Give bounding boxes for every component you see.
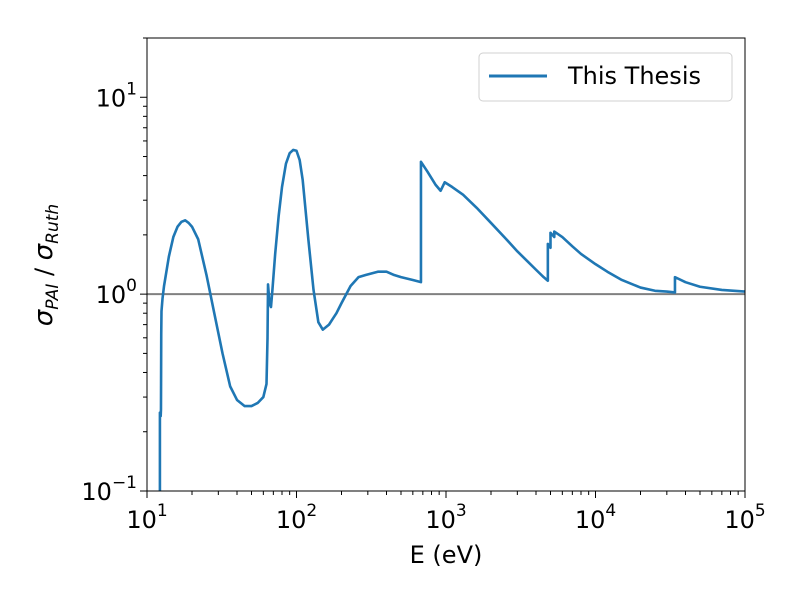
major-ticks bbox=[140, 96, 746, 498]
tick-labels: 101 102 103 104 105 10−1 100 101 bbox=[81, 79, 765, 534]
y-axis-label: σPAI / σRuth bbox=[29, 204, 63, 326]
legend-box bbox=[478, 52, 733, 102]
y-label-sub-pai: PAI bbox=[43, 284, 63, 310]
x-tick-label: 104 bbox=[575, 501, 616, 534]
x-tick-label: 103 bbox=[425, 501, 466, 534]
series-group bbox=[158, 148, 745, 491]
plot-area bbox=[147, 38, 745, 491]
x-tick-label: 102 bbox=[276, 501, 317, 534]
legend-label: This Thesis bbox=[567, 62, 701, 90]
y-label-sigma-ruth: σ bbox=[29, 242, 59, 260]
y-label-sub-ruth: Ruth bbox=[43, 204, 63, 244]
series-line-0 bbox=[158, 148, 745, 491]
y-label-sigma-pai: σ bbox=[29, 308, 59, 326]
y-tick-label: 10−1 bbox=[81, 473, 137, 506]
plot-frame bbox=[146, 37, 746, 492]
y-tick-label: 101 bbox=[96, 79, 137, 112]
legend: This Thesis bbox=[478, 52, 733, 102]
x-tick-label: 101 bbox=[126, 501, 167, 534]
x-axis-label: E (eV) bbox=[410, 541, 483, 569]
minor-ticks bbox=[143, 37, 739, 495]
y-label-slash: / bbox=[30, 260, 58, 283]
x-tick-label: 105 bbox=[724, 501, 765, 534]
y-tick-label: 100 bbox=[96, 276, 137, 309]
